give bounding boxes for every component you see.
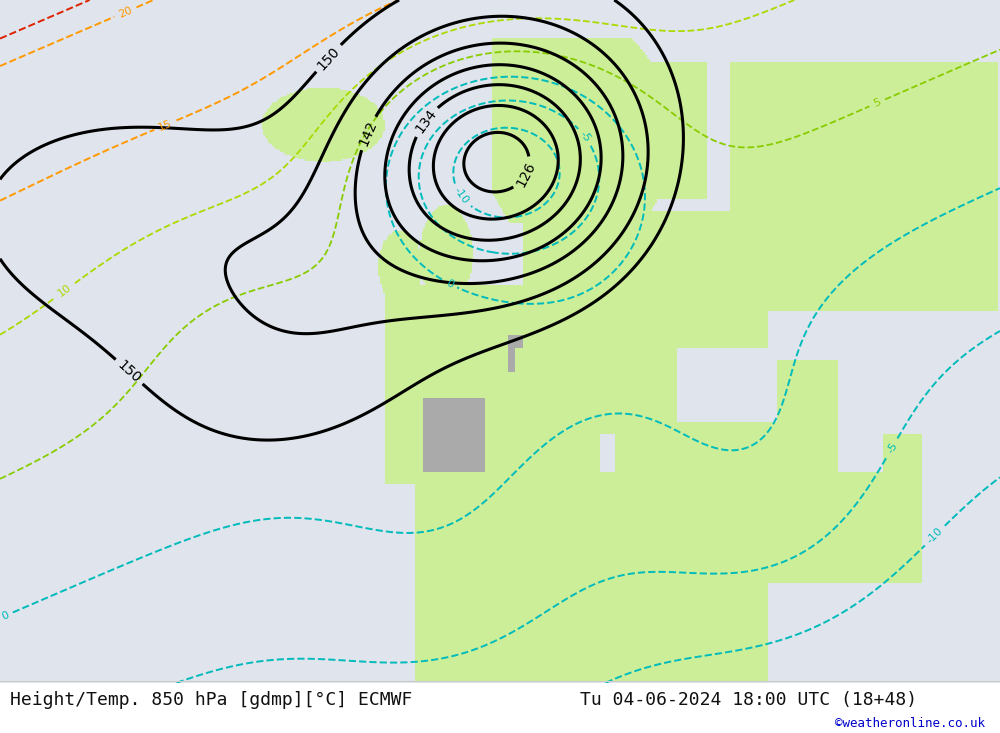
Text: 15: 15 [157, 118, 174, 133]
Text: ©weatheronline.co.uk: ©weatheronline.co.uk [835, 717, 985, 730]
Text: 150: 150 [314, 44, 342, 73]
Text: 20: 20 [117, 4, 134, 20]
Text: 142: 142 [356, 118, 379, 148]
Text: 0: 0 [444, 278, 455, 290]
Text: Tu 04-06-2024 18:00 UTC (18+48): Tu 04-06-2024 18:00 UTC (18+48) [580, 691, 917, 710]
Text: 0: 0 [0, 610, 10, 622]
Text: 10: 10 [57, 282, 74, 298]
Text: 5: 5 [872, 97, 882, 109]
Text: -10: -10 [925, 526, 945, 545]
Text: -5: -5 [578, 130, 592, 144]
Text: 150: 150 [115, 358, 144, 386]
Text: -5: -5 [885, 441, 899, 454]
Text: 134: 134 [412, 106, 439, 136]
Text: 126: 126 [514, 159, 538, 189]
Text: -10: -10 [452, 185, 470, 206]
Text: Height/Temp. 850 hPa [gdmp][°C] ECMWF: Height/Temp. 850 hPa [gdmp][°C] ECMWF [10, 691, 412, 710]
